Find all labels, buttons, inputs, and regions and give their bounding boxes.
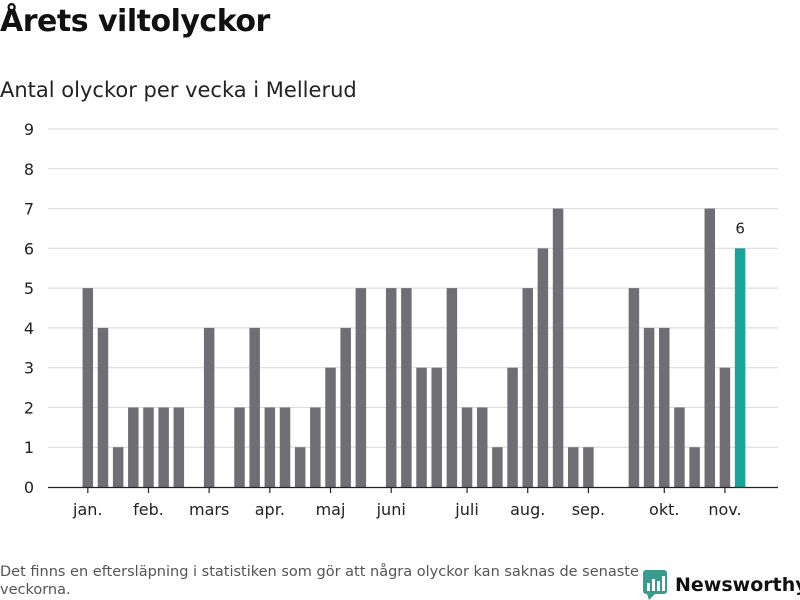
y-axis-tick-labels: 0 1 2 3 4 5 6 7 8 9 xyxy=(24,120,34,497)
y-tick-label: 5 xyxy=(24,279,34,298)
bar xyxy=(704,208,716,488)
brand-name: Newsworthy xyxy=(675,574,800,596)
x-axis: jan. feb. mars apr. maj juni juli aug. sep. okt. n… xyxy=(48,486,778,519)
bar xyxy=(112,447,124,487)
bar xyxy=(97,327,109,487)
y-tick-label: 4 xyxy=(24,319,34,338)
bar xyxy=(401,288,412,487)
bar xyxy=(583,447,594,487)
bar xyxy=(719,367,731,487)
gridlines xyxy=(48,128,778,448)
y-tick-label: 3 xyxy=(24,359,34,378)
bar xyxy=(674,407,685,487)
bar xyxy=(158,407,169,487)
newsworthy-bar-icon xyxy=(643,570,667,600)
x-tick-label: nov. xyxy=(708,500,741,519)
bar xyxy=(128,407,139,487)
bar xyxy=(340,327,351,487)
x-tick-label: juli xyxy=(454,500,478,519)
chart-title: Årets viltolyckor xyxy=(0,4,270,39)
bar-chart: 0 1 2 3 4 5 6 7 8 9 6 jan. feb. mars apr. maj juni juli… xyxy=(24,120,778,519)
x-tick-label: aug. xyxy=(510,500,545,519)
x-tick-label: juni xyxy=(376,500,406,519)
bar xyxy=(325,367,336,487)
x-tick-label: okt. xyxy=(649,500,679,519)
y-tick-label: 8 xyxy=(24,160,34,179)
bar xyxy=(82,288,94,487)
bar xyxy=(507,367,518,487)
bar xyxy=(310,407,321,487)
bar xyxy=(294,447,306,487)
bar xyxy=(431,367,442,487)
y-tick-label: 7 xyxy=(24,200,34,219)
bar xyxy=(385,288,397,487)
data-label: 6 xyxy=(735,219,745,237)
data-labels: 6 xyxy=(735,219,745,237)
y-tick-label: 0 xyxy=(24,478,34,497)
bars xyxy=(82,208,746,488)
bar xyxy=(522,288,533,487)
bar xyxy=(476,407,488,487)
bar xyxy=(461,407,473,487)
bar xyxy=(203,327,215,487)
x-tick-label: maj xyxy=(316,500,346,519)
x-tick-label: jan. xyxy=(72,500,102,519)
bar xyxy=(264,407,276,487)
bar xyxy=(734,248,746,487)
bar xyxy=(552,208,564,488)
chart-subtitle: Antal olyckor per vecka i Mellerud xyxy=(0,78,357,102)
bar xyxy=(416,367,427,487)
footnote: Det finns en eftersläpning i statistiken… xyxy=(0,564,639,598)
brand-logo: Newsworthy xyxy=(643,570,800,600)
bar xyxy=(492,447,503,487)
bar xyxy=(173,407,185,487)
bar xyxy=(143,407,154,487)
y-tick-label: 1 xyxy=(24,438,34,457)
bar xyxy=(446,288,458,487)
bar xyxy=(659,327,670,487)
bar xyxy=(355,288,367,487)
x-tick-label: mars xyxy=(189,500,229,519)
bar xyxy=(643,327,655,487)
bar xyxy=(567,447,579,487)
bar xyxy=(537,248,549,487)
x-tick-label: apr. xyxy=(255,500,285,519)
y-tick-label: 2 xyxy=(24,398,34,417)
y-tick-label: 9 xyxy=(24,120,34,139)
x-tick-label: feb. xyxy=(133,500,164,519)
bar xyxy=(249,327,260,487)
bar xyxy=(234,407,245,487)
y-tick-label: 6 xyxy=(24,239,34,258)
bar xyxy=(628,288,640,487)
bar xyxy=(279,407,291,487)
bar xyxy=(689,447,700,487)
x-tick-label: sep. xyxy=(572,500,605,519)
